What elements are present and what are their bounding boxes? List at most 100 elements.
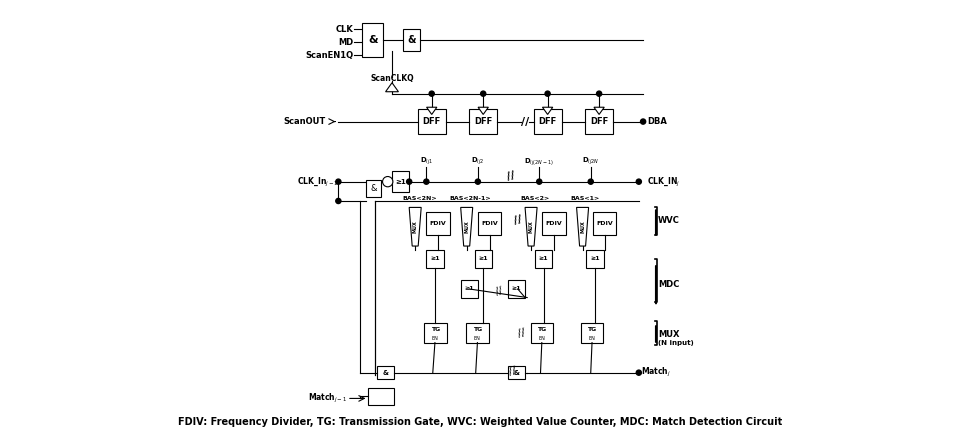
Text: //: // [506, 171, 516, 182]
Text: //: // [516, 327, 526, 339]
FancyBboxPatch shape [367, 180, 381, 197]
Polygon shape [386, 83, 398, 92]
Polygon shape [461, 207, 472, 246]
Text: DFF: DFF [590, 117, 609, 126]
FancyBboxPatch shape [377, 366, 395, 379]
FancyBboxPatch shape [426, 212, 450, 235]
Circle shape [336, 198, 341, 203]
Text: &: & [383, 370, 389, 376]
Text: //: // [513, 214, 523, 226]
FancyBboxPatch shape [467, 323, 489, 343]
Text: ScanCLKQ: ScanCLKQ [371, 74, 414, 83]
FancyBboxPatch shape [369, 388, 395, 405]
Text: BAS<2N-1>: BAS<2N-1> [449, 196, 492, 201]
Text: &: & [407, 35, 416, 45]
Text: WVC: WVC [659, 216, 680, 225]
Text: D$_{ij(2N-1)}$: D$_{ij(2N-1)}$ [524, 156, 554, 167]
Text: CLK_In$_{j-1}$: CLK_In$_{j-1}$ [297, 175, 338, 188]
Text: &: & [514, 370, 519, 376]
FancyBboxPatch shape [535, 250, 552, 267]
Text: ≥1: ≥1 [590, 257, 600, 261]
Circle shape [481, 91, 486, 96]
Circle shape [636, 179, 641, 184]
Text: DFF: DFF [539, 117, 557, 126]
Text: MUX: MUX [529, 220, 534, 233]
Circle shape [429, 91, 434, 96]
FancyBboxPatch shape [392, 171, 409, 192]
Text: MD: MD [338, 38, 353, 47]
Text: ≥1: ≥1 [465, 286, 474, 292]
Circle shape [383, 177, 393, 187]
FancyBboxPatch shape [542, 212, 565, 235]
Circle shape [423, 179, 429, 184]
FancyBboxPatch shape [424, 323, 446, 343]
Polygon shape [426, 107, 437, 114]
Text: //: // [508, 365, 518, 377]
Circle shape [336, 179, 341, 184]
Polygon shape [409, 207, 421, 246]
Text: CLK_IN$_j$: CLK_IN$_j$ [647, 175, 681, 188]
Text: TG: TG [588, 327, 597, 332]
FancyBboxPatch shape [478, 212, 501, 235]
Text: MDC: MDC [659, 280, 680, 289]
FancyBboxPatch shape [586, 109, 613, 134]
Text: ≥1: ≥1 [396, 179, 406, 184]
Text: Match$_j$: Match$_j$ [641, 366, 671, 379]
FancyBboxPatch shape [418, 109, 445, 134]
Text: EN: EN [539, 336, 545, 341]
Text: EN: EN [588, 336, 595, 341]
Text: MUX: MUX [413, 220, 418, 233]
Polygon shape [594, 107, 604, 114]
FancyBboxPatch shape [475, 250, 492, 267]
Text: DBA: DBA [647, 117, 667, 126]
Polygon shape [577, 207, 588, 246]
Text: DFF: DFF [422, 117, 441, 126]
Text: Match$_{j-1}$: Match$_{j-1}$ [307, 392, 347, 405]
Text: TG: TG [472, 327, 482, 332]
Text: FDIV: Frequency Divider, TG: Transmission Gate, WVC: Weighted Value Counter, MDC: FDIV: Frequency Divider, TG: Transmissio… [178, 417, 782, 427]
Text: FDIV: FDIV [545, 221, 563, 226]
Text: EN: EN [474, 336, 481, 341]
FancyBboxPatch shape [508, 366, 525, 379]
Text: &: & [368, 35, 377, 45]
Text: DFF: DFF [474, 117, 492, 126]
Text: FDIV: FDIV [481, 221, 498, 226]
Text: BAS<1>: BAS<1> [570, 196, 600, 201]
Text: ScanEN1Q: ScanEN1Q [305, 51, 353, 60]
Text: &: & [371, 184, 377, 193]
FancyBboxPatch shape [469, 109, 497, 134]
FancyBboxPatch shape [403, 29, 420, 51]
Text: ≥1: ≥1 [479, 257, 489, 261]
Circle shape [475, 179, 480, 184]
Circle shape [640, 119, 646, 124]
Text: (N input): (N input) [659, 340, 694, 346]
Text: ≥1: ≥1 [512, 286, 521, 292]
Circle shape [596, 91, 602, 96]
Text: FDIV: FDIV [430, 221, 446, 226]
Text: FDIV: FDIV [596, 221, 613, 226]
Text: TG: TG [538, 327, 546, 332]
FancyBboxPatch shape [426, 250, 444, 267]
FancyBboxPatch shape [593, 212, 616, 235]
Text: ≥1: ≥1 [430, 257, 440, 261]
FancyBboxPatch shape [508, 280, 525, 298]
Text: EN: EN [432, 336, 439, 341]
Circle shape [636, 370, 641, 375]
Text: BAS<2N>: BAS<2N> [402, 196, 437, 201]
Text: D$_{ij1}$: D$_{ij1}$ [420, 155, 433, 167]
Circle shape [407, 179, 412, 184]
Polygon shape [478, 107, 489, 114]
FancyBboxPatch shape [531, 323, 553, 343]
Text: BAS<2>: BAS<2> [520, 196, 549, 201]
Polygon shape [525, 207, 537, 246]
FancyBboxPatch shape [461, 280, 478, 298]
Circle shape [537, 179, 541, 184]
Text: MUX: MUX [659, 330, 680, 339]
Text: TG: TG [431, 327, 440, 332]
FancyBboxPatch shape [534, 109, 562, 134]
Text: MUX: MUX [465, 220, 469, 233]
FancyBboxPatch shape [581, 323, 603, 343]
Circle shape [545, 91, 550, 96]
Text: MUX: MUX [580, 220, 585, 233]
FancyBboxPatch shape [362, 23, 383, 57]
